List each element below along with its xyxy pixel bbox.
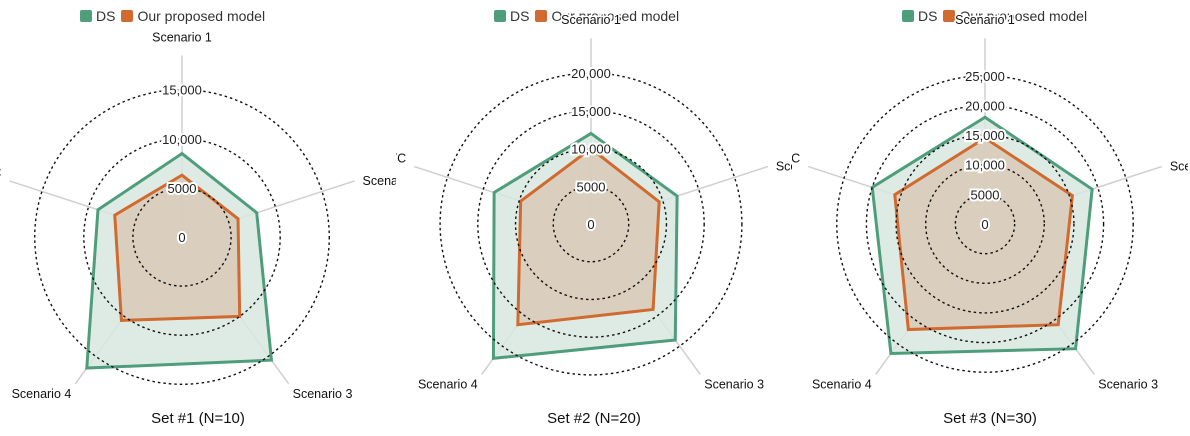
tick-label: 5000 (577, 179, 606, 194)
radar-panel-2: DS Our proposed model 0 5000 10,000 15,000 2… (396, 0, 792, 436)
chart-title: Set #3 (N=30) (943, 410, 1037, 427)
model-swatch-icon (943, 10, 956, 22)
legend: DS Our proposed model (80, 8, 265, 24)
ds-swatch-icon (902, 10, 914, 22)
legend-label-ds: DS (510, 8, 530, 24)
tick-label: 25,000 (965, 69, 1005, 84)
tick-label: 20,000 (571, 66, 611, 81)
axis-label: Scenario 3 (1098, 377, 1158, 391)
grid-circle (836, 75, 1134, 373)
tick-label: 0 (587, 217, 594, 232)
radar-panel-1: DS Our proposed model 0 5000 10,000 15,000 S… (0, 0, 396, 436)
grid-circle (514, 147, 668, 301)
radar-panel-3: DS Our proposed model 0 5000 10,000 15,000 2… (792, 0, 1188, 436)
series-model-polygon (113, 173, 242, 322)
radar-chart: 0 5000 10,000 15,000 20,000 Scenario 1 Scenari… (396, 12, 792, 393)
chart-title: Set #2 (N=20) (547, 410, 641, 427)
grid-circle (865, 104, 1105, 344)
axis-label: Scenario 2 (363, 174, 396, 188)
tick-label: 15,000 (965, 128, 1005, 143)
ds-swatch-icon (80, 10, 92, 22)
axis-label: TC (0, 166, 1, 180)
tick-label: 0 (981, 217, 988, 232)
tick-label: 5000 (971, 187, 1000, 202)
grid-circle (925, 164, 1045, 284)
ds-swatch-icon (494, 10, 506, 22)
axis-label: Scenario 4 (418, 377, 478, 391)
grid-circle (439, 72, 743, 376)
axis-label: Scenario 1 (152, 31, 212, 45)
legend: DS Our proposed model (902, 8, 1087, 24)
legend-label-model: Our proposed model (137, 8, 266, 24)
tick-label: 10,000 (162, 132, 202, 147)
model-swatch-icon (121, 10, 134, 22)
series-model-polygon (516, 146, 661, 327)
axis-label: Scenario 4 (812, 377, 872, 391)
grid-circle (477, 110, 705, 338)
legend-label-ds: DS (918, 8, 938, 24)
legend-item-ds: DS (902, 8, 937, 24)
axis-label: Scenario 3 (704, 377, 764, 391)
axis-label: Scenario 2 (776, 160, 792, 174)
grid-circle (552, 185, 630, 263)
tick-label: 0 (178, 230, 185, 245)
axis-label: TC (396, 152, 406, 166)
tick-label: 10,000 (965, 158, 1005, 173)
legend-label-model: Our proposed model (551, 8, 680, 24)
legend-label-model: Our proposed model (959, 8, 1088, 24)
tick-label: 10,000 (571, 142, 611, 157)
axis-label: Scenario 2 (1170, 160, 1188, 174)
tick-label: 15,000 (162, 83, 202, 98)
legend-item-model: Our proposed model (943, 8, 1087, 24)
chart-title: Set #1 (N=10) (151, 410, 245, 427)
legend-item-ds: DS (80, 8, 115, 24)
legend-item-ds: DS (494, 8, 529, 24)
axis-label: Scenario 3 (293, 387, 353, 401)
tick-label: 5000 (168, 181, 197, 196)
axis-label: TC (792, 152, 800, 166)
grid-circle (34, 89, 330, 385)
tick-label: 15,000 (571, 104, 611, 119)
legend-item-model: Our proposed model (535, 8, 679, 24)
radar-chart: 0 5000 10,000 15,000 20,000 25,000 Scenario 1 S… (792, 12, 1188, 393)
grid-circle (954, 193, 1016, 255)
grid-circle (83, 138, 281, 336)
tick-label: 20,000 (965, 98, 1005, 113)
axis-label: Scenario 1 (955, 13, 1015, 27)
legend: DS Our proposed model (494, 8, 679, 24)
legend-label-ds: DS (96, 8, 116, 24)
legend-item-model: Our proposed model (121, 8, 265, 24)
axis-label: Scenario 1 (561, 13, 621, 27)
grid-circle (895, 134, 1075, 314)
radar-chart: 0 5000 10,000 15,000 Scenario 1 Scenario 2 Sce… (0, 29, 396, 402)
axis-label: Scenario 4 (12, 387, 72, 401)
grid-circle (132, 187, 232, 287)
model-swatch-icon (535, 10, 548, 22)
